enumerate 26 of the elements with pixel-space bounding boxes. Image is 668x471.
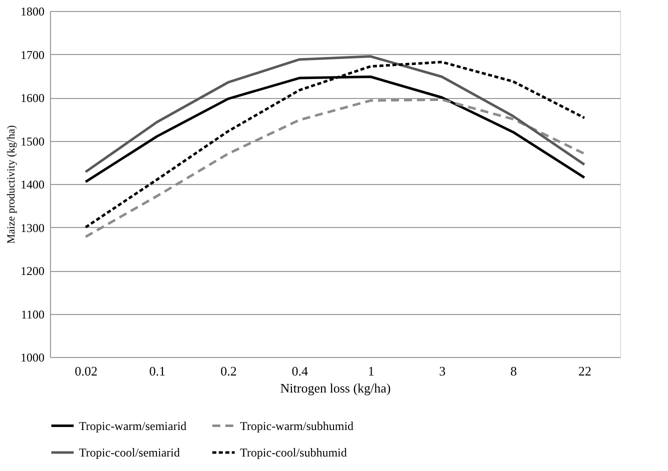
y-tick-label: 1300 (20, 220, 44, 235)
x-tick-label: 8 (510, 364, 517, 378)
y-tick-label: 1500 (20, 134, 44, 148)
line-series (84, 60, 586, 228)
y-tick-label: 1700 (20, 48, 44, 62)
x-tick-label: 0.02 (74, 364, 98, 378)
line-series (84, 55, 586, 174)
x-tick-label: 1 (368, 364, 374, 378)
x-tick-label: 0.2 (220, 364, 237, 378)
y-tick-label: 1600 (20, 91, 44, 105)
x-tick-label: 0.4 (292, 364, 308, 378)
y-tick-label: 1400 (20, 178, 44, 192)
legend-label: Tropic-cool/semiarid (79, 446, 180, 460)
x-tick-label: 22 (578, 364, 592, 378)
x-axis-title: Nitrogen loss (kg/ha) (280, 380, 391, 396)
y-tick-label: 1200 (20, 264, 44, 278)
line-series (84, 98, 586, 238)
y-tick-label: 1800 (20, 4, 44, 18)
y-axis-title: Maize productivity (kg/ha) (6, 124, 18, 244)
legend-label: Tropic-warm/semiarid (79, 418, 187, 433)
legend-label: Tropic-cool/subhumid (240, 446, 347, 460)
legend-label: Tropic-warm/subhumid (240, 418, 354, 433)
x-tick-label: 0.1 (149, 364, 166, 378)
y-tick-label: 1100 (20, 307, 44, 322)
y-tick-label: 1000 (20, 350, 44, 364)
x-tick-label: 3 (439, 364, 446, 378)
